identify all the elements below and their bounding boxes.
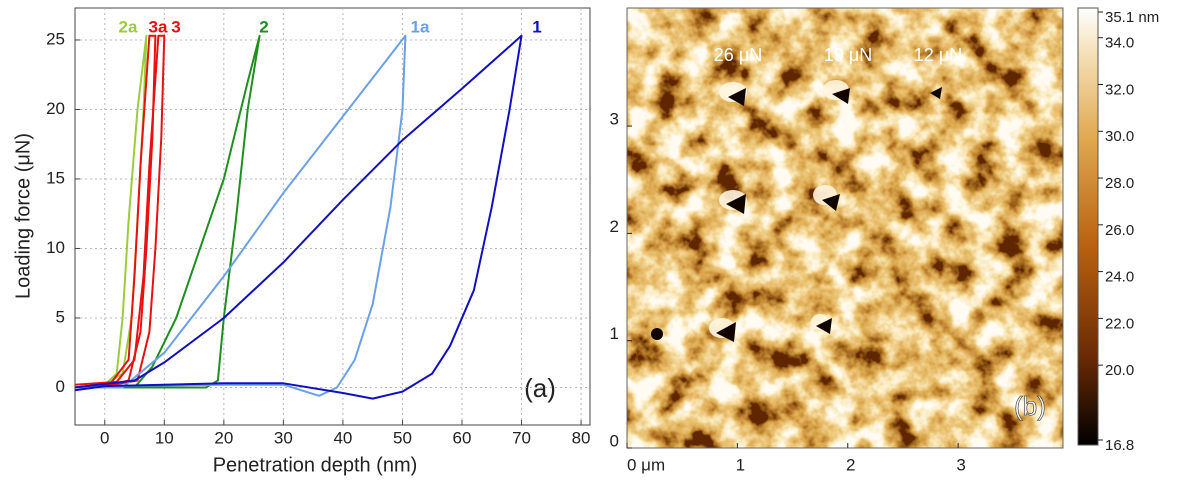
- y-tick-label: 3: [610, 110, 619, 129]
- series-label: 2: [259, 17, 268, 36]
- y-tick-label: 1: [610, 324, 619, 343]
- series-label: 1a: [411, 17, 430, 36]
- colorbar-label: 30.0: [1105, 128, 1134, 145]
- y-tick-label: 0: [610, 431, 619, 450]
- force-label: 12 μN: [914, 45, 962, 65]
- colorbar-label: 16.8: [1105, 437, 1134, 454]
- curves: [75, 34, 523, 400]
- force-label: 19 μN: [824, 45, 872, 65]
- series-label: 3a: [149, 17, 168, 36]
- x-tick-label: 60: [453, 428, 472, 447]
- x-tick-label: 3: [956, 455, 965, 474]
- curve: [75, 34, 148, 389]
- y-axis-title: Loading force (μN): [12, 133, 34, 299]
- x-tick-label: 2: [846, 455, 855, 474]
- x-tick-label: 10: [155, 428, 174, 447]
- curve: [75, 34, 523, 400]
- panel-a: Penetration depth (nm) Loading force (μN…: [12, 7, 591, 476]
- series-label: 2a: [119, 17, 138, 36]
- force-label: 26 μN: [714, 45, 762, 65]
- curve: [75, 34, 166, 389]
- plot-frame: [74, 7, 591, 426]
- y-tick-label: 5: [56, 307, 65, 326]
- panel-b: (b) 0 μm 1 2 3 0 1 2 3 26 μN 19 μN 12 μN 35.1 nm 34.…: [610, 7, 1159, 474]
- colorbar-label: 32.0: [1105, 81, 1134, 98]
- x-tick-label: 1: [736, 455, 745, 474]
- colorbar-label: 34.0: [1105, 35, 1134, 52]
- panel-label: (b): [1014, 391, 1046, 421]
- colorbar-label: 26.0: [1105, 222, 1134, 239]
- series-label: 3: [171, 17, 180, 36]
- x-tick-label: 20: [214, 428, 233, 447]
- x-tick-label: 80: [572, 428, 591, 447]
- y-tick-label: 0: [56, 377, 65, 396]
- y-tick-label: 25: [46, 29, 65, 48]
- y-tick-label: 20: [46, 99, 65, 118]
- x-tick-label: 70: [512, 428, 531, 447]
- colorbar-label: 22.0: [1105, 315, 1134, 332]
- colorbar-label: 28.0: [1105, 175, 1134, 192]
- colorbar-label: 20.0: [1105, 362, 1134, 379]
- x-tick-label: 0 μm: [627, 455, 665, 474]
- colorbar-label: 35.1 nm: [1105, 9, 1159, 26]
- colorbar: [1077, 7, 1099, 446]
- x-axis-title: Penetration depth (nm): [213, 454, 418, 476]
- y-tick-label: 15: [46, 168, 65, 187]
- colorbar-label: 24.0: [1105, 269, 1134, 286]
- image-frame: [626, 7, 1064, 449]
- indents: [651, 80, 942, 342]
- curve: [75, 34, 261, 389]
- x-tick-label: 0: [100, 428, 109, 447]
- x-tick-label: 30: [274, 428, 293, 447]
- afm-image: [627, 8, 1063, 448]
- y-tick-label: 2: [610, 217, 619, 236]
- curve: [75, 34, 407, 397]
- y-tick-label: 10: [46, 238, 65, 257]
- x-tick-label: 50: [393, 428, 412, 447]
- x-tick-label: 40: [333, 428, 352, 447]
- series-label: 1: [532, 17, 541, 36]
